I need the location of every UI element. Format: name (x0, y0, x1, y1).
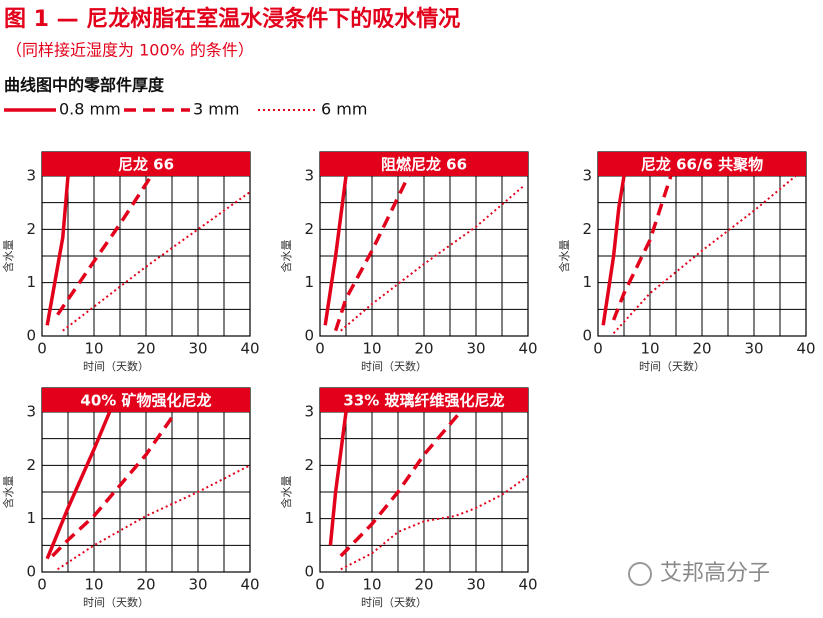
x-tick-label: 0 (315, 340, 325, 358)
x-tick-label: 10 (362, 340, 381, 358)
x-tick-label: 40 (796, 340, 815, 358)
title-bar (320, 152, 528, 176)
y-tick-label: 3 (26, 403, 36, 421)
y-tick-label: 2 (26, 456, 36, 474)
x-tick-label: 20 (136, 576, 155, 594)
x-tick-label: 10 (640, 340, 659, 358)
x-tick-label: 20 (414, 340, 433, 358)
y-tick-label: 3 (582, 167, 592, 185)
data-line (611, 175, 673, 321)
y-tick-label: 2 (582, 220, 592, 238)
y-tick-label: 0 (304, 327, 314, 345)
data-line (323, 175, 348, 326)
x-tick-label: 20 (136, 340, 155, 358)
data-line (51, 416, 174, 558)
data-line (333, 175, 410, 332)
x-tick-label: 40 (518, 340, 537, 358)
data-line (57, 464, 251, 571)
x-tick-label: 0 (593, 340, 603, 358)
x-tick-label: 0 (37, 340, 47, 358)
y-tick-label: 1 (304, 509, 314, 527)
x-tick-label: 20 (692, 340, 711, 358)
y-tick-label: 2 (304, 456, 314, 474)
x-axis-label: 时间（天数） (83, 596, 149, 609)
x-tick-label: 40 (240, 576, 259, 594)
legend-title: 曲线图中的零部件厚度 (4, 76, 165, 95)
x-tick-label: 30 (188, 340, 207, 358)
watermark-icon (628, 562, 652, 586)
y-axis-label: 含水量 (279, 476, 293, 509)
y-tick-label: 0 (26, 327, 36, 345)
y-tick-label: 1 (26, 509, 36, 527)
chart-title: 40% 矿物强化尼龙 (80, 392, 211, 410)
x-axis-label: 时间（天数） (639, 360, 705, 373)
watermark-text: 艾邦高分子 (660, 561, 770, 586)
data-line (339, 410, 462, 558)
x-tick-label: 0 (37, 576, 47, 594)
x-tick-label: 30 (188, 576, 207, 594)
x-tick-label: 30 (744, 340, 763, 358)
y-tick-label: 3 (304, 403, 314, 421)
chart-title: 阻燃尼龙 66 (381, 156, 467, 174)
data-line (340, 185, 524, 332)
x-tick-label: 30 (466, 576, 485, 594)
data-line (62, 191, 251, 332)
y-tick-label: 3 (304, 167, 314, 185)
legend-label: 3 mm (193, 100, 239, 119)
y-axis-label: 含水量 (1, 476, 15, 509)
x-tick-label: 40 (240, 340, 259, 358)
x-tick-label: 40 (518, 576, 537, 594)
x-axis-label: 时间（天数） (83, 360, 149, 373)
title-bar (42, 388, 250, 412)
title-bar (42, 152, 250, 176)
title-bar (320, 388, 528, 412)
y-axis-label: 含水量 (1, 240, 15, 273)
y-tick-label: 0 (582, 327, 592, 345)
x-tick-label: 30 (466, 340, 485, 358)
y-tick-label: 2 (26, 220, 36, 238)
x-tick-label: 20 (414, 576, 433, 594)
title-bar (598, 152, 806, 176)
figure-title: 图 1 — 尼龙树脂在室温水浸条件下的吸水情况 (4, 6, 460, 32)
y-tick-label: 3 (26, 167, 36, 185)
x-axis-label: 时间（天数） (361, 360, 427, 373)
legend-label: 6 mm (321, 100, 367, 119)
watermark: 艾邦高分子 (628, 561, 770, 586)
x-tick-label: 10 (84, 340, 103, 358)
y-tick-label: 1 (304, 273, 314, 291)
data-line (56, 175, 153, 316)
figure-subtitle: （同样接近湿度为 100% 的条件） (6, 41, 254, 60)
x-tick-label: 10 (362, 576, 381, 594)
y-tick-label: 1 (26, 273, 36, 291)
data-line (45, 411, 112, 560)
y-axis-label: 含水量 (557, 240, 571, 273)
y-tick-label: 0 (26, 563, 36, 581)
data-line (340, 475, 529, 571)
y-axis-label: 含水量 (279, 240, 293, 273)
data-line (45, 175, 70, 326)
chart-title: 尼龙 66 (118, 156, 174, 174)
legend-label: 0.8 mm (59, 100, 121, 119)
data-line (328, 411, 348, 546)
data-line (601, 175, 626, 326)
y-tick-label: 0 (304, 563, 314, 581)
x-tick-label: 10 (84, 576, 103, 594)
chart-title: 33% 玻璃纤维强化尼龙 (343, 392, 504, 410)
x-axis-label: 时间（天数） (361, 596, 427, 609)
x-tick-label: 0 (315, 576, 325, 594)
y-tick-label: 2 (304, 220, 314, 238)
y-tick-label: 1 (582, 273, 592, 291)
chart-title: 尼龙 66/6 共聚物 (641, 156, 763, 174)
data-line (612, 175, 797, 334)
